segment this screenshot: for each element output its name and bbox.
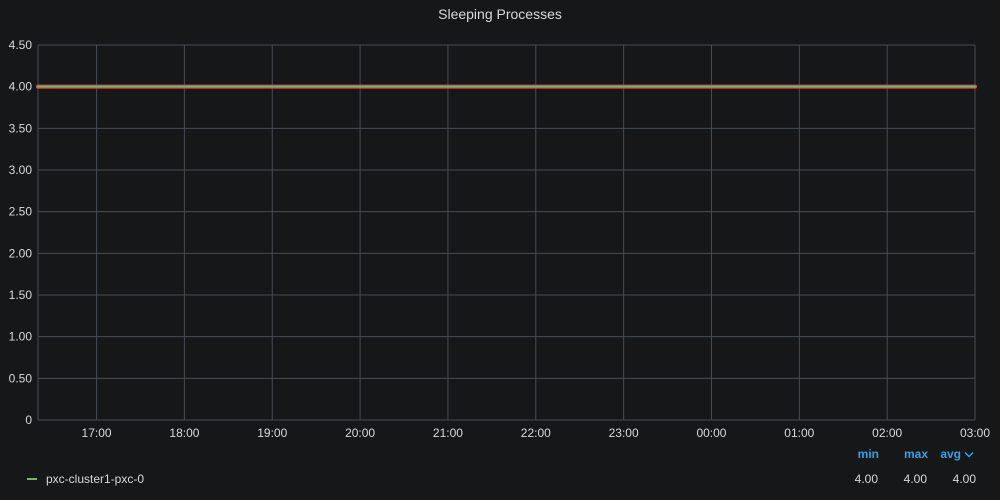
y-tick-label: 0 [25,413,32,427]
legend-column-max[interactable]: max [903,447,928,461]
x-tick-label: 23:00 [609,426,639,440]
y-tick-label: 3.50 [9,121,33,135]
data-point [95,85,98,88]
legend-header: min max avg [0,447,1000,463]
legend-value-max: 4.00 [903,472,927,486]
x-tick-label: 18:00 [169,426,199,440]
data-point [710,85,713,88]
x-tick-label: 01:00 [784,426,814,440]
panel-title[interactable]: Sleeping Processes [438,6,562,22]
y-tick-label: 3.00 [9,163,33,177]
y-tick-label: 2.00 [9,246,33,260]
x-tick-label: 02:00 [872,426,902,440]
data-point [37,85,39,88]
data-point [622,85,625,88]
data-point [183,85,186,88]
data-point [974,85,976,88]
x-tick-label: 22:00 [521,426,551,440]
legend-series-name[interactable]: pxc-cluster1-pxc-0 [46,472,145,486]
data-point [886,85,888,88]
legend-value-min: 4.00 [854,472,878,486]
x-tick-label: 21:00 [433,426,463,440]
chevron-down-icon[interactable] [964,451,974,459]
legend-column-min[interactable]: min [857,447,879,461]
legend-item[interactable]: pxc-cluster1-pxc-0 4.00 4.00 4.00 [0,470,1000,488]
legend-column-avg[interactable]: avg [940,447,961,461]
x-tick-label: 17:00 [82,426,112,440]
y-tick-label: 4.00 [9,80,33,94]
data-point [447,85,449,88]
x-tick-label: 19:00 [257,426,287,440]
y-tick-label: 2.50 [9,205,33,219]
y-tick-label: 1.50 [9,288,33,302]
y-tick-label: 1.00 [9,330,33,344]
series-color-swatch[interactable] [27,478,37,480]
x-tick-label: 20:00 [345,426,375,440]
data-point [798,85,801,88]
data-point [359,85,361,88]
data-point [271,85,274,88]
x-tick-label: 03:00 [960,426,990,440]
data-point [534,85,537,88]
x-tick-label: 00:00 [696,426,726,440]
y-tick-label: 4.50 [9,38,33,52]
chart-plot[interactable]: 0 0.50 1.00 1.50 2.00 2.50 3.00 3.50 4.00 4.50 17:… [0,0,1000,445]
y-tick-label: 0.50 [9,371,33,385]
legend-value-avg: 4.00 [952,472,976,486]
